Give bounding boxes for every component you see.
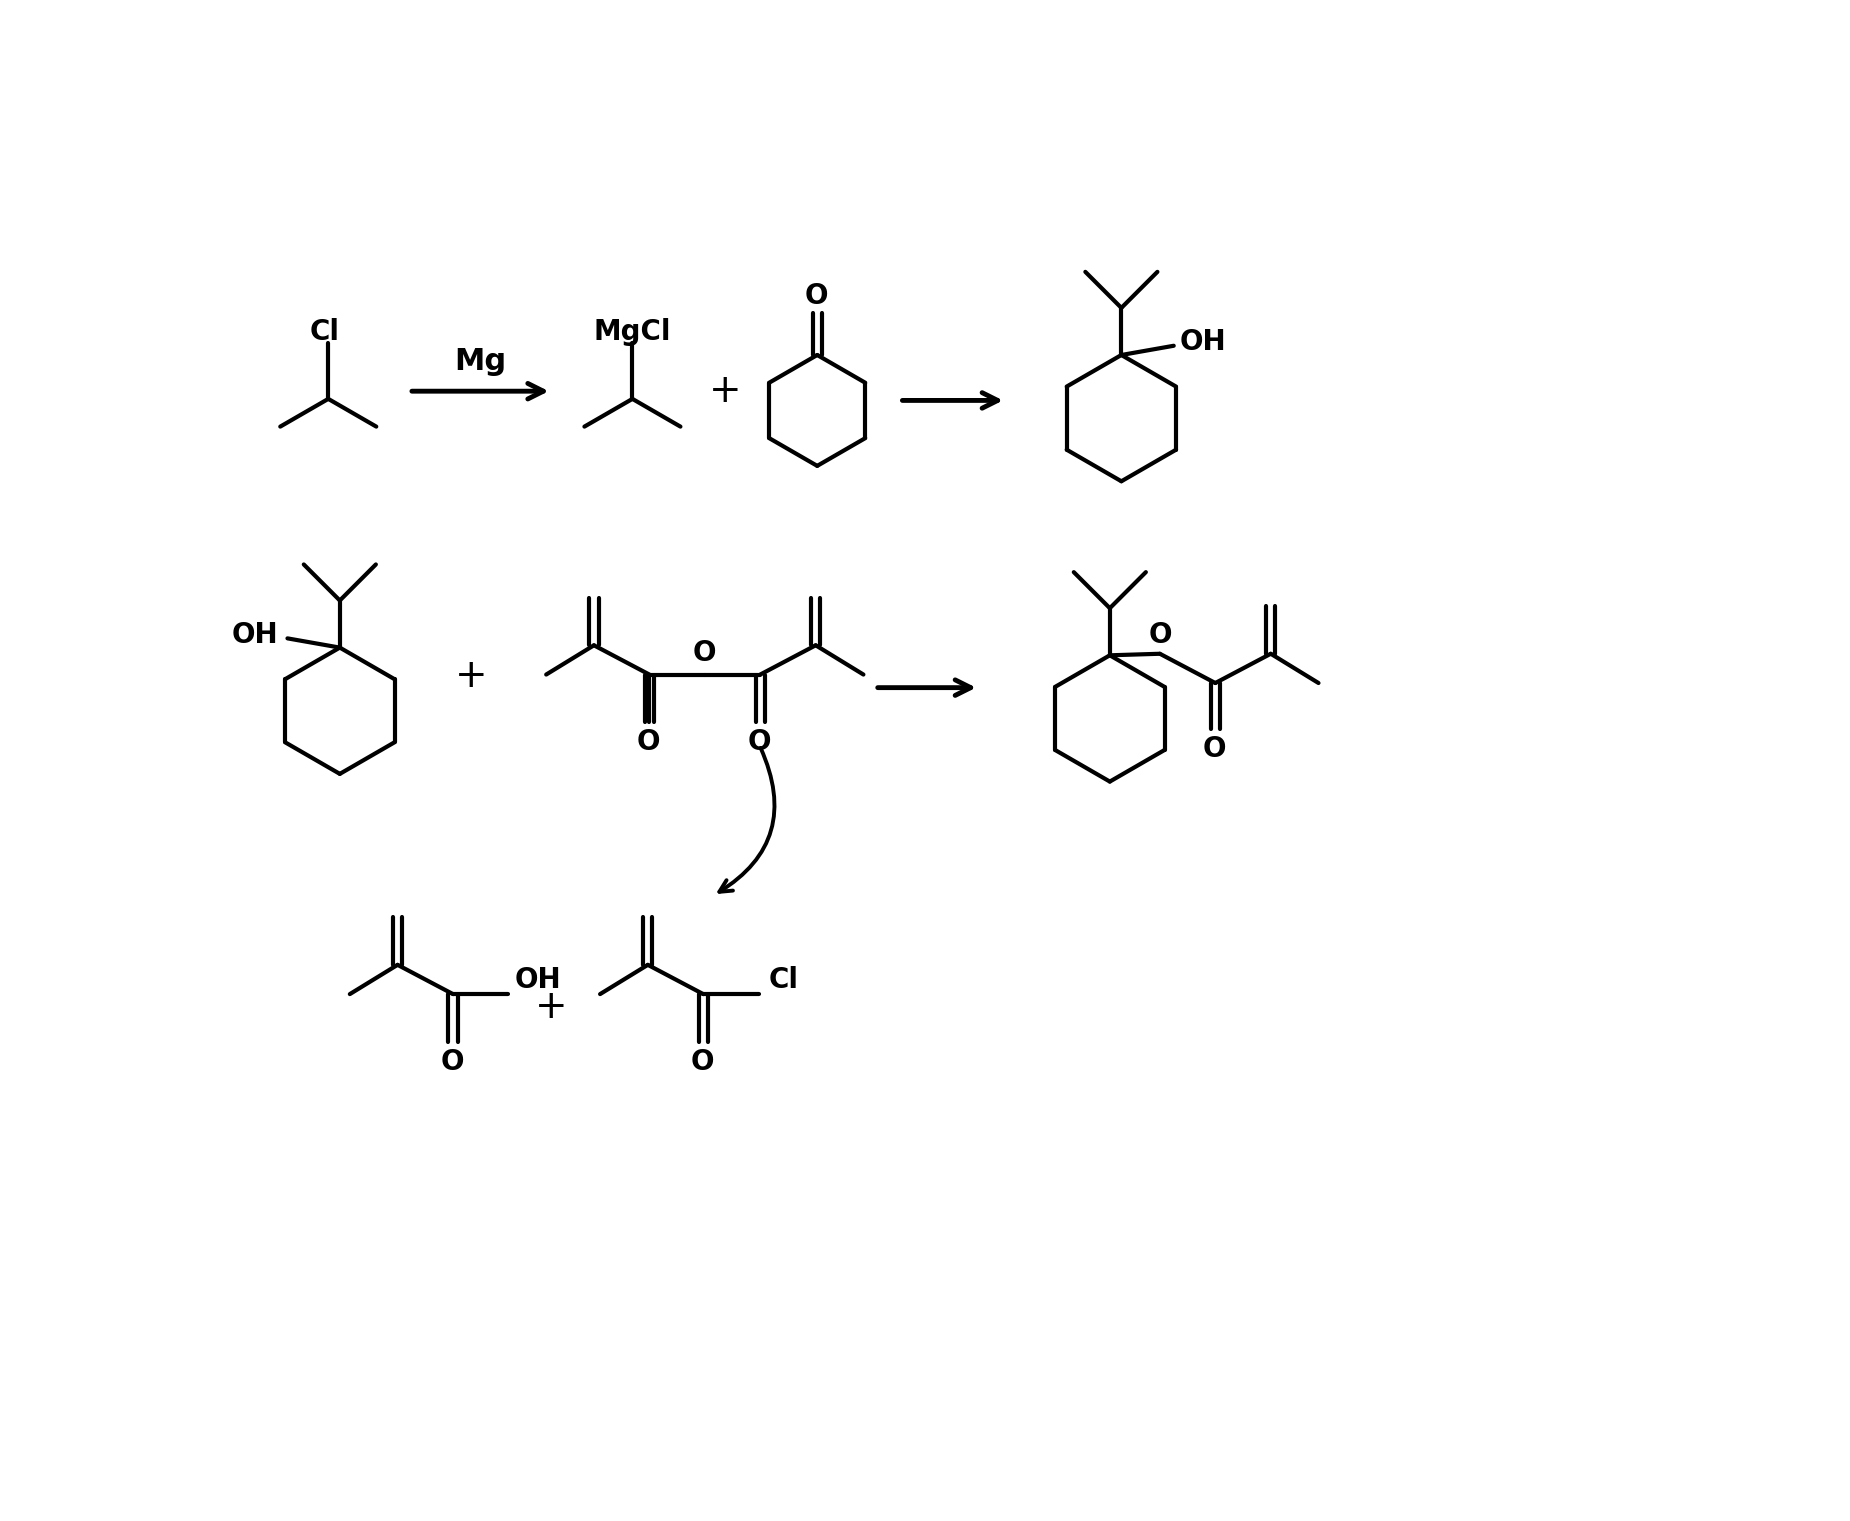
Text: MgCl: MgCl xyxy=(594,318,672,345)
Text: O: O xyxy=(747,729,771,756)
Text: Cl: Cl xyxy=(768,966,799,995)
Text: O: O xyxy=(636,729,660,756)
Text: +: + xyxy=(535,989,568,1027)
Text: OH: OH xyxy=(1180,329,1227,356)
Text: O: O xyxy=(1149,621,1173,648)
Text: Cl: Cl xyxy=(309,318,339,345)
Text: OH: OH xyxy=(231,621,279,648)
Text: O: O xyxy=(440,1048,464,1075)
Text: +: + xyxy=(455,657,487,695)
Text: O: O xyxy=(694,639,716,668)
Text: O: O xyxy=(690,1048,714,1075)
Text: OH: OH xyxy=(514,966,561,995)
Text: +: + xyxy=(709,373,742,411)
FancyArrowPatch shape xyxy=(720,748,775,891)
Text: O: O xyxy=(1202,735,1227,764)
Text: O: O xyxy=(805,281,829,310)
Text: Mg: Mg xyxy=(455,347,507,376)
